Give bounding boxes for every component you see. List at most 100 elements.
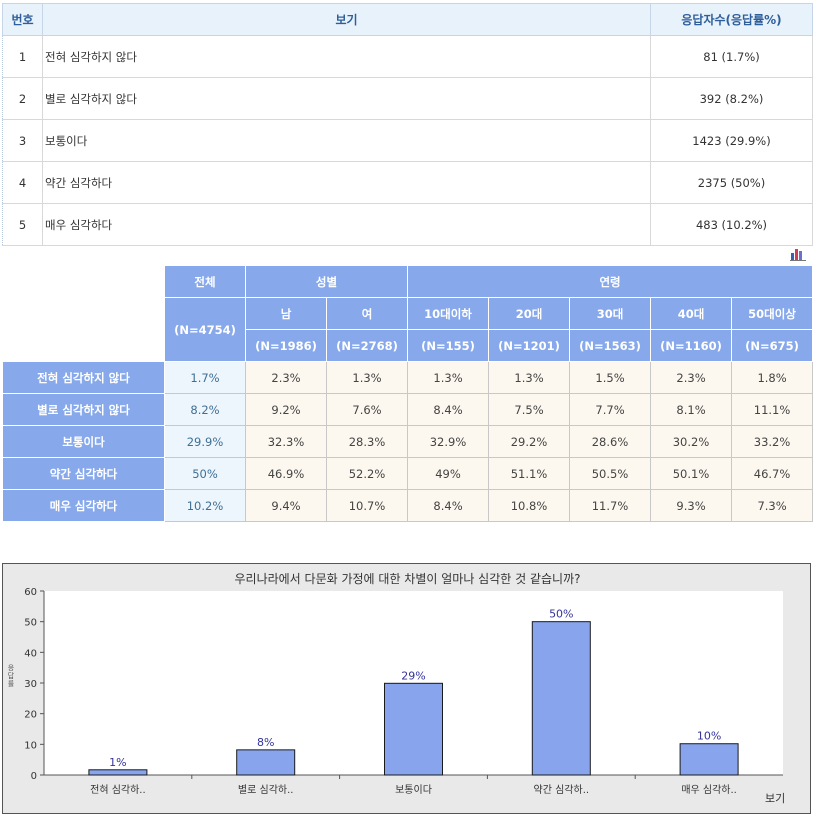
cell-value: 9.2% — [245, 393, 327, 426]
y-tick-label: 30 — [24, 679, 37, 690]
table-row: 매우 심각하다 10.2% 9.4% 10.7% 8.4% 10.8% 11.7… — [2, 489, 814, 522]
x-tick-label: 보통이다 — [395, 784, 432, 796]
cell-value: 50.5% — [569, 457, 652, 490]
cross-table: 전체 성별 연령 (N=4754) 남 여 10대이하 20대 30대 40대 … — [2, 265, 814, 522]
bar-chart: 우리나라에서 다문화 가정에 대한 차별이 얼마나 심각한 것 같습니까? 응답… — [2, 563, 811, 814]
cell-value: 49% — [407, 457, 490, 490]
row-option: 전혀 심각하지 않다 — [42, 35, 651, 78]
row-label: 약간 심각하다 — [2, 457, 165, 490]
bar-data-label: 1% — [109, 756, 126, 769]
row-count: 81 (1.7%) — [650, 35, 813, 78]
bar-chart-icon[interactable] — [790, 247, 806, 261]
cell-value: 11.7% — [569, 489, 652, 522]
row-option: 별로 심각하지 않다 — [42, 77, 651, 120]
x-tick-label: 별로 심각하.. — [238, 783, 294, 796]
table-row: 5 매우 심각하다 483 (10.2%) — [2, 203, 813, 246]
cell-total: 50% — [164, 457, 246, 490]
bar — [88, 769, 148, 776]
row-label: 매우 심각하다 — [2, 489, 165, 522]
cross-header-row: 전체 성별 연령 — [2, 265, 814, 362]
cell-value: 1.3% — [407, 361, 490, 394]
cell-value: 1.5% — [569, 361, 652, 394]
cell-value: 33.2% — [731, 425, 814, 458]
y-tick-label: 10 — [24, 740, 37, 751]
bar-data-label: 50% — [549, 608, 573, 621]
cell-value: 7.7% — [569, 393, 652, 426]
cell-value: 10.8% — [488, 489, 571, 522]
cell-value: 1.8% — [731, 361, 814, 394]
row-label: 전혀 심각하지 않다 — [2, 361, 165, 394]
cell-total: 8.2% — [164, 393, 246, 426]
cell-value: 1.3% — [488, 361, 571, 394]
y-tick-label: 20 — [24, 710, 37, 721]
cell-value: 7.5% — [488, 393, 571, 426]
table-row: 2 별로 심각하지 않다 392 (8.2%) — [2, 77, 813, 120]
cell-value: 46.7% — [731, 457, 814, 490]
x-tick-label: 전혀 심각하.. — [90, 783, 146, 796]
cell-value: 51.1% — [488, 457, 571, 490]
row-no: 2 — [2, 77, 43, 120]
row-option: 매우 심각하다 — [42, 203, 651, 246]
cell-value: 32.3% — [245, 425, 327, 458]
table-row: 약간 심각하다 50% 46.9% 52.2% 49% 51.1% 50.5% … — [2, 457, 814, 490]
table-row: 3 보통이다 1423 (29.9%) — [2, 119, 813, 162]
bar-data-label: 29% — [401, 669, 425, 682]
row-count: 483 (10.2%) — [650, 203, 813, 246]
header-age-10s: 10대이하 — [407, 297, 490, 330]
cell-value: 8.1% — [650, 393, 733, 426]
header-age-20s: 20대 — [488, 297, 571, 330]
header-age: 연령 — [407, 265, 814, 298]
cell-value: 1.3% — [325, 361, 409, 394]
row-label: 보통이다 — [2, 425, 165, 458]
chart-plot: 0 10 20 30 40 50 60 1% 전혀 심각하.. 8% 별로 심각하.. 29% 보통이다… — [24, 587, 783, 796]
cross-n-row: (N=1986) (N=2768) (N=155) (N=1201) (N=15… — [3, 329, 814, 362]
y-tick-label: 50 — [24, 618, 37, 629]
row-count: 2375 (50%) — [650, 161, 813, 204]
bar — [236, 749, 296, 776]
header-age-30s-n: (N=1563) — [569, 329, 652, 362]
row-count: 392 (8.2%) — [650, 77, 813, 120]
table-row: 전혀 심각하지 않다 1.7% 2.3% 1.3% 1.3% 1.3% 1.5%… — [2, 361, 814, 394]
row-no: 5 — [2, 203, 43, 246]
cell-value: 2.3% — [650, 361, 733, 394]
row-no: 4 — [2, 161, 43, 204]
cell-value: 9.4% — [245, 489, 327, 522]
header-total-n: (N=4754) — [164, 297, 246, 362]
header-age-40s: 40대 — [650, 297, 733, 330]
response-table: 번호 보기 응답자수(응답률%) 1 전혀 심각하지 않다 81 (1.7%) … — [2, 3, 813, 246]
y-tick-label: 60 — [24, 587, 37, 598]
header-count: 응답자수(응답률%) — [650, 3, 813, 36]
cell-total: 10.2% — [164, 489, 246, 522]
cell-value: 29.2% — [488, 425, 571, 458]
header-age-50s: 50대이상 — [731, 297, 814, 330]
cross-subheader-row: (N=4754) 남 여 10대이하 20대 30대 40대 50대이상 — [3, 297, 814, 362]
cell-value: 10.7% — [325, 489, 409, 522]
row-no: 3 — [2, 119, 43, 162]
header-total: 전체 — [164, 265, 246, 298]
bar-data-label: 8% — [257, 736, 274, 749]
row-option: 약간 심각하다 — [42, 161, 651, 204]
header-age-40s-n: (N=1160) — [650, 329, 733, 362]
bar — [679, 743, 739, 776]
row-count: 1423 (29.9%) — [650, 119, 813, 162]
header-male-n: (N=1986) — [245, 329, 327, 362]
header-age-30s: 30대 — [569, 297, 652, 330]
header-female-n: (N=2768) — [325, 329, 409, 362]
cell-value: 9.3% — [650, 489, 733, 522]
header-gender: 성별 — [244, 265, 409, 298]
row-no: 1 — [2, 35, 43, 78]
response-table-header: 번호 보기 응답자수(응답률%) — [2, 3, 813, 36]
header-no: 번호 — [2, 3, 43, 36]
cell-value: 32.9% — [407, 425, 490, 458]
cell-value: 2.3% — [245, 361, 327, 394]
cell-value: 50.1% — [650, 457, 733, 490]
cell-total: 29.9% — [164, 425, 246, 458]
header-age-20s-n: (N=1201) — [488, 329, 571, 362]
bar — [531, 621, 591, 776]
header-option: 보기 — [42, 3, 651, 36]
x-tick-label: 매우 심각하.. — [681, 783, 737, 796]
header-age-50s-n: (N=675) — [731, 329, 814, 362]
cell-value: 46.9% — [245, 457, 327, 490]
row-option: 보통이다 — [42, 119, 651, 162]
cell-value: 52.2% — [325, 457, 409, 490]
